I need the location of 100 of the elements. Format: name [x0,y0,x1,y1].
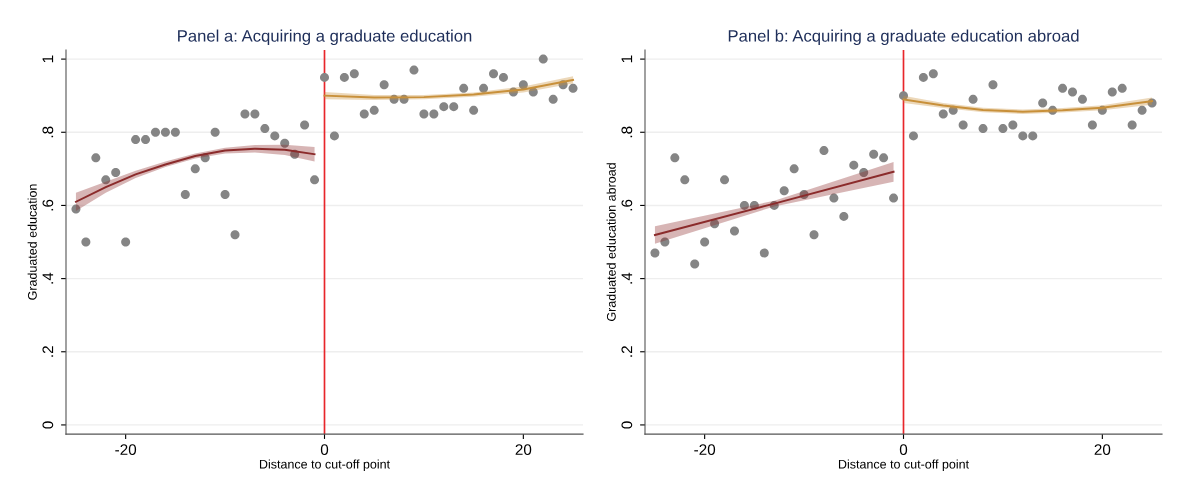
point [779,186,789,196]
point [280,138,290,148]
point [230,230,240,240]
point [1137,105,1147,115]
point [121,237,131,247]
point [789,164,799,174]
y-tick-label: .6 [621,199,633,211]
point [379,80,389,90]
point [479,83,489,93]
point [938,109,948,119]
point [908,131,918,141]
point [889,193,899,203]
x-tick-label: -20 [115,444,137,456]
point [439,102,449,112]
point [91,153,101,163]
y-tick-label: .2 [42,346,54,357]
point [1018,131,1028,141]
x-tick-label: 0 [899,444,908,456]
point [849,160,859,170]
y-tick-label: .8 [42,126,54,138]
point [739,200,749,210]
point [270,131,280,141]
point [1087,120,1097,130]
point [180,189,190,199]
point [879,153,889,163]
y-tick-label: 1 [42,55,54,63]
point [1127,120,1137,130]
point [1107,87,1117,97]
point [809,230,819,240]
point [71,204,81,214]
point [1068,87,1078,97]
point [190,164,200,174]
y-tick-label: .4 [42,272,54,284]
point [829,193,839,203]
y-axis-title: Graduated education abroad [606,163,616,321]
point [419,109,429,119]
point [359,109,369,119]
x-axis-title: Distance to cut-off point [838,459,969,472]
point [958,120,968,130]
point [1117,83,1127,93]
point [300,120,310,130]
point [710,219,720,229]
point [1058,83,1068,93]
point [409,65,419,75]
point [859,168,869,178]
point [150,127,160,137]
point [1008,120,1018,130]
point [459,83,469,93]
point [899,91,908,101]
y-tick-label: 0 [621,421,633,429]
x-axis-title: Distance to cut-off point [259,459,390,472]
y-tick-label: .2 [621,346,633,357]
point [329,131,339,141]
point [729,226,739,236]
point [869,149,879,159]
point [349,69,359,79]
point [1077,94,1087,104]
point [720,175,730,185]
point [538,54,548,64]
chart-title: Panel a: Acquiring a graduate education [178,29,472,46]
point [141,135,151,145]
point [839,211,849,221]
point [518,80,528,90]
point [210,127,220,137]
point [81,237,91,247]
y-tick-label: .8 [621,126,633,138]
point [978,124,988,134]
point [240,109,250,119]
point [131,135,141,145]
point [660,237,670,247]
x-tick-label: 20 [1094,444,1111,456]
point [369,105,379,115]
point [469,105,479,115]
point [918,72,928,82]
point [568,83,578,93]
x-tick-label: -20 [694,444,716,456]
point [928,69,938,79]
point [690,259,700,269]
y-axis-title: Graduated education [27,184,37,300]
y-tick-label: 1 [621,55,633,63]
y-tick-label: .6 [42,199,54,211]
point [1028,131,1038,141]
x-tick-label: 20 [515,444,532,456]
y-tick-label: .4 [621,272,633,284]
point [310,175,320,185]
point [759,248,769,258]
point [250,109,260,119]
point [489,69,499,79]
point [449,102,459,112]
point [670,153,680,163]
point [998,124,1008,134]
point [220,189,230,199]
point [170,127,180,137]
point [339,72,349,82]
point [680,175,690,185]
point [968,94,978,104]
point [429,109,439,119]
point [700,237,710,247]
point [111,168,121,178]
point [101,175,111,185]
